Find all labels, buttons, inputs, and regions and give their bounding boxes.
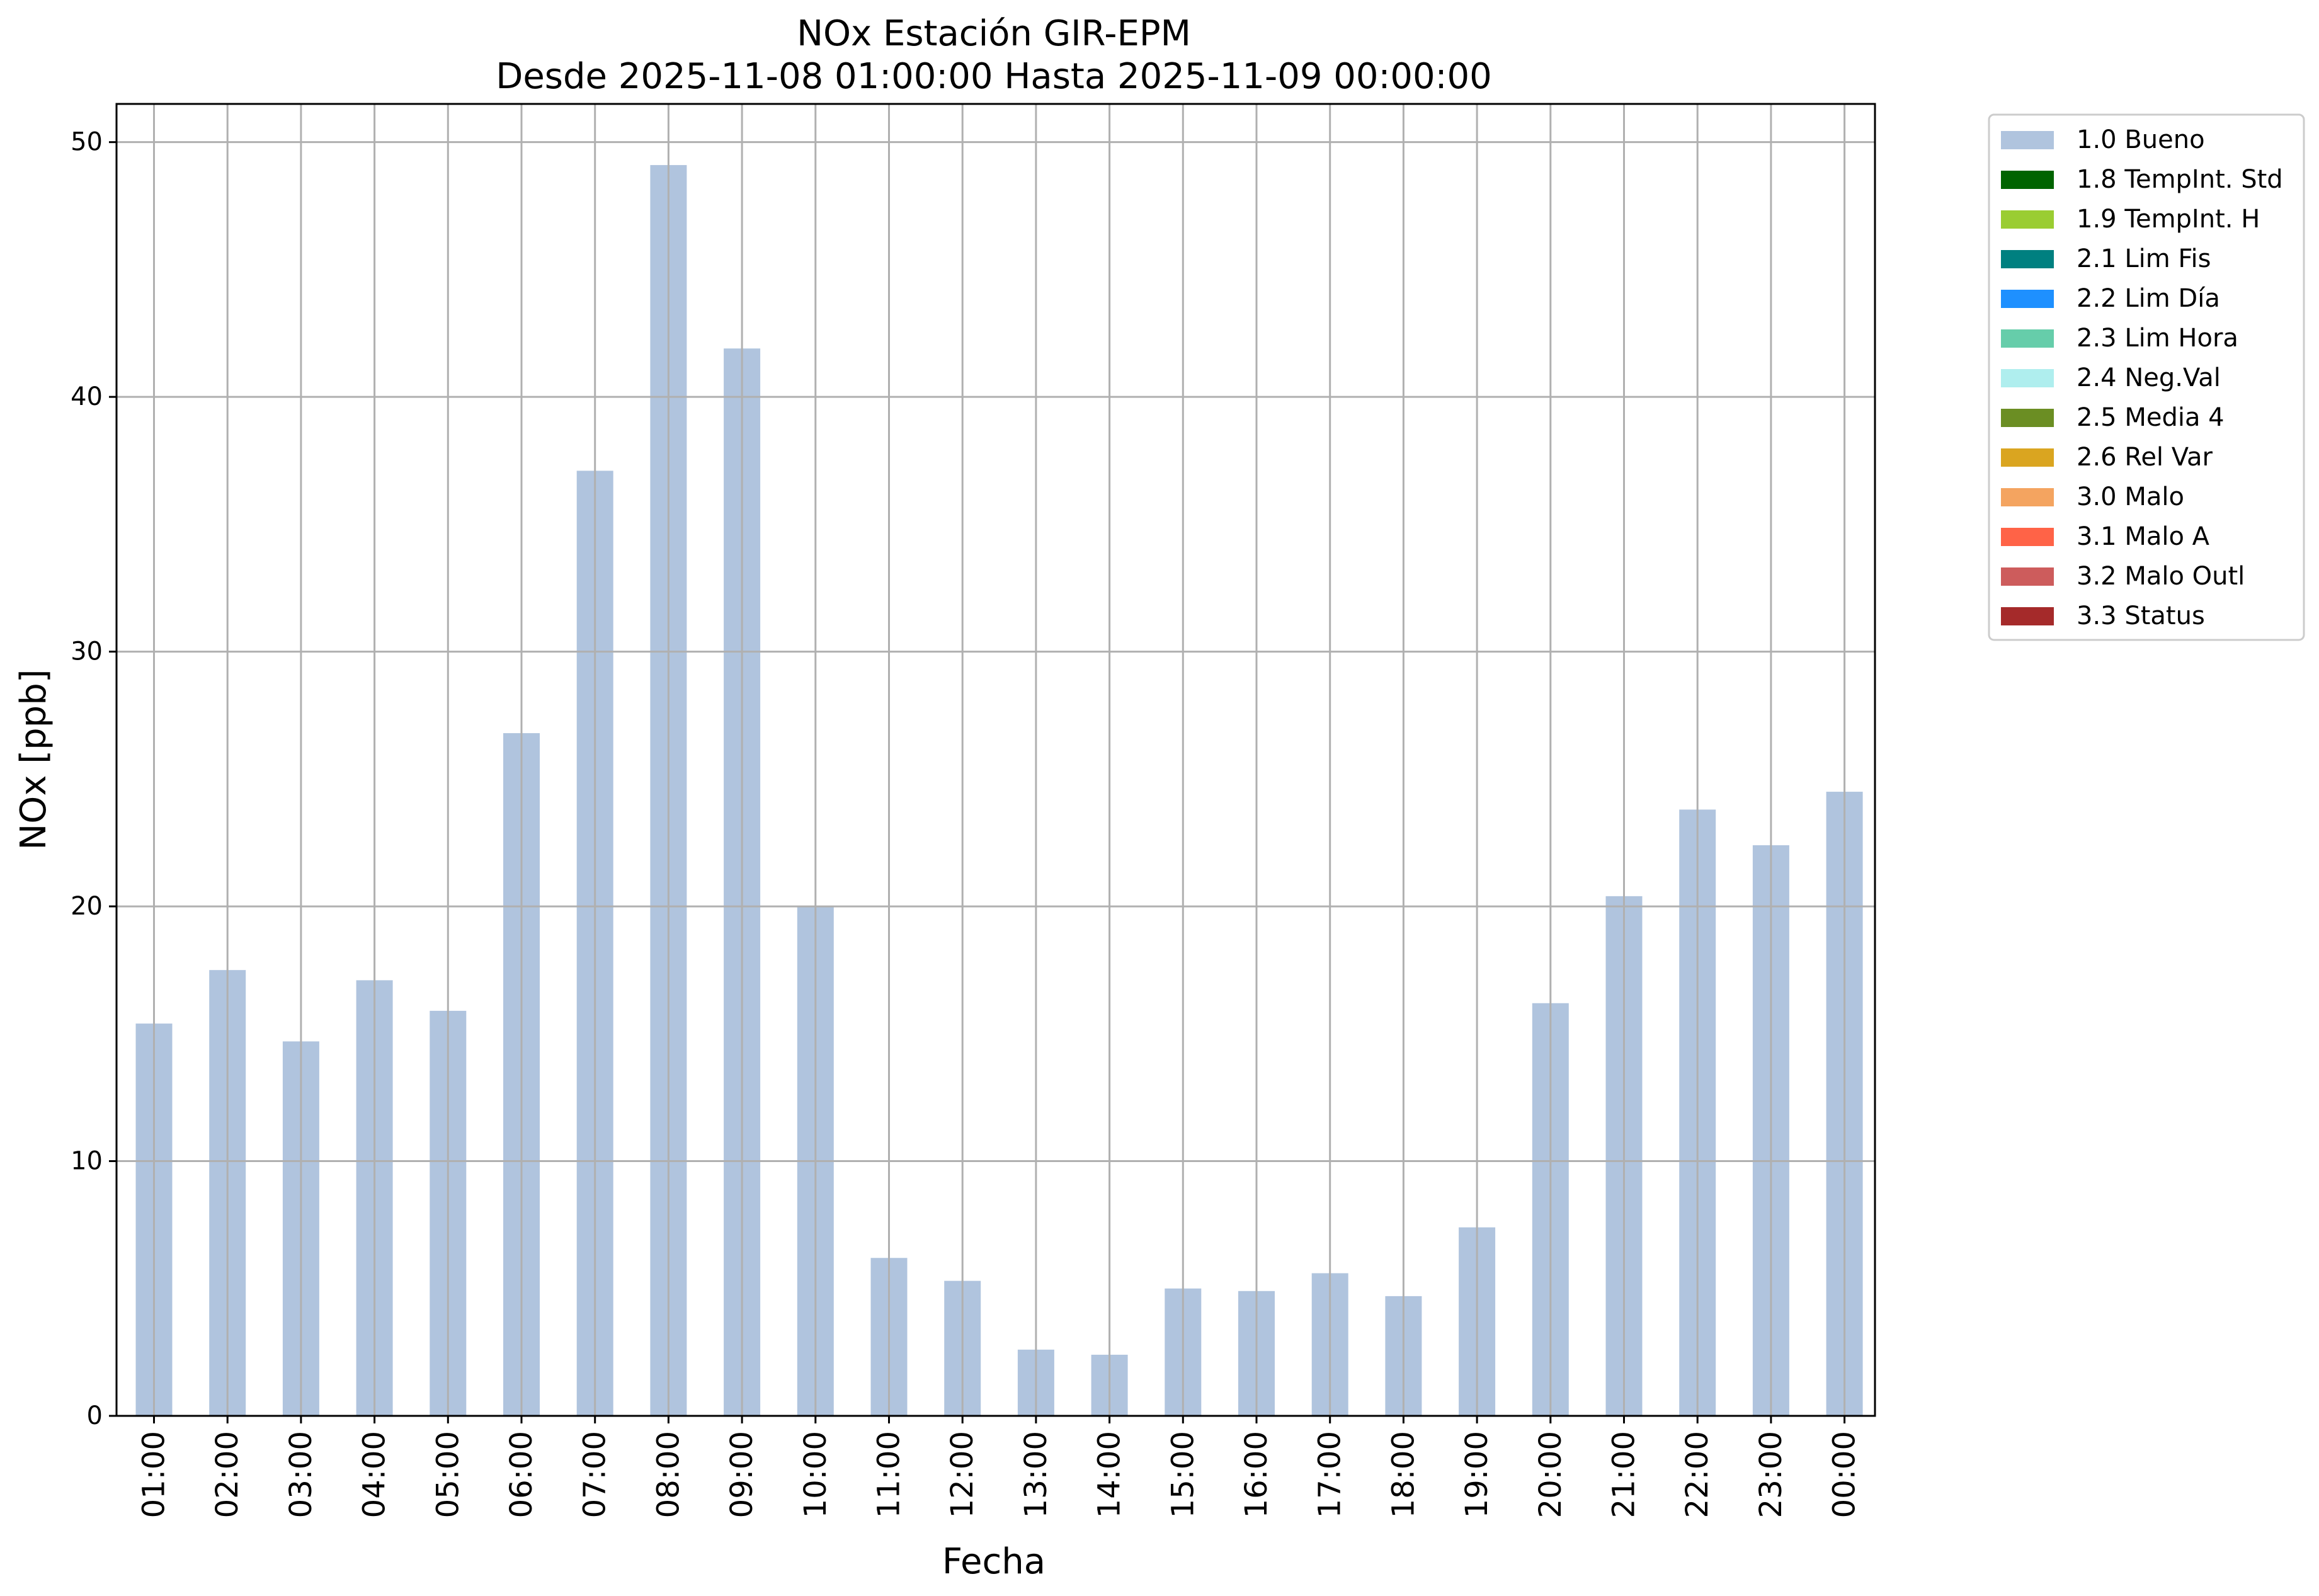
x-tick-label: 06:00 (504, 1431, 539, 1518)
x-tick-label: 04:00 (357, 1431, 392, 1518)
legend-swatch (2001, 448, 2054, 467)
y-axis-ticks: 0 10 20 30 40 50 (71, 128, 117, 1430)
legend: 1.0 Bueno 1.8 TempInt. Std 1.9 TempInt. H 2… (1988, 113, 2305, 641)
legend-items: 1.0 Bueno 1.8 TempInt. Std 1.9 TempInt. H 2… (2001, 125, 2283, 630)
x-tick-label: 05:00 (430, 1431, 465, 1518)
legend-label: 3.0 Malo (2077, 482, 2184, 511)
y-tick-label: 20 (71, 892, 103, 921)
legend-swatch (2001, 369, 2054, 387)
x-tick-label: 01:00 (137, 1431, 172, 1518)
legend-label: 1.0 Bueno (2077, 125, 2205, 154)
legend-label: 1.9 TempInt. H (2077, 205, 2260, 234)
legend-label: 2.4 Neg.Val (2077, 363, 2221, 392)
x-tick-label: 17:00 (1313, 1431, 1348, 1518)
x-tick-label: 11:00 (872, 1431, 907, 1518)
legend-label: 2.1 Lim Fis (2077, 244, 2211, 273)
x-tick-label: 23:00 (1753, 1431, 1789, 1518)
y-tick-label: 10 (71, 1147, 103, 1176)
y-tick-label: 40 (71, 382, 103, 411)
legend-label: 2.6 Rel Var (2077, 443, 2213, 472)
y-tick-label: 50 (71, 128, 103, 157)
chart-title: NOx Estación GIR-EPM (797, 13, 1191, 54)
legend-label: 3.2 Malo Outl (2077, 562, 2245, 591)
x-axis-label: Fecha (942, 1541, 1046, 1582)
legend-swatch (2001, 131, 2054, 149)
x-tick-label: 00:00 (1827, 1431, 1862, 1518)
x-tick-label: 19:00 (1459, 1431, 1495, 1518)
legend-swatch (2001, 171, 2054, 189)
x-tick-label: 21:00 (1607, 1431, 1642, 1518)
legend-label: 2.5 Media 4 (2077, 403, 2225, 432)
legend-label: 3.3 Status (2077, 601, 2205, 630)
chart-subtitle: Desde 2025-11-08 01:00:00 Hasta 2025-11-… (496, 56, 1492, 97)
legend-swatch (2001, 250, 2054, 268)
x-tick-label: 02:00 (210, 1431, 245, 1518)
x-tick-label: 09:00 (724, 1431, 760, 1518)
y-axis-label: NOx [ppb] (13, 669, 54, 850)
x-tick-label: 13:00 (1018, 1431, 1054, 1518)
x-tick-label: 14:00 (1092, 1431, 1127, 1518)
x-tick-label: 18:00 (1386, 1431, 1421, 1518)
y-tick-label: 0 (87, 1401, 103, 1430)
x-tick-label: 07:00 (578, 1431, 613, 1518)
plot-area: 0 10 20 30 40 50 01:00 02:00 03:00 04:00 05:00 06:… (71, 103, 1876, 1518)
legend-swatch (2001, 607, 2054, 625)
x-tick-label: 08:00 (651, 1431, 686, 1518)
x-tick-label: 22:00 (1680, 1431, 1715, 1518)
legend-box (1988, 113, 2305, 641)
x-tick-label: 20:00 (1533, 1431, 1568, 1518)
legend-label: 2.2 Lim Día (2077, 284, 2220, 313)
x-tick-label: 12:00 (945, 1431, 980, 1518)
plot-frame (115, 103, 1876, 1417)
legend-swatch (2001, 567, 2054, 586)
legend-swatch (2001, 290, 2054, 308)
x-tick-label: 03:00 (283, 1431, 319, 1518)
legend-swatch (2001, 409, 2054, 427)
x-axis-ticks: 01:00 02:00 03:00 04:00 05:00 06:00 07:00 08:00… (137, 1416, 1862, 1518)
legend-swatch (2001, 329, 2054, 348)
x-tick-label: 16:00 (1239, 1431, 1274, 1518)
y-tick-label: 30 (71, 637, 103, 666)
x-tick-label: 10:00 (798, 1431, 833, 1518)
legend-label: 1.8 TempInt. Std (2077, 165, 2283, 194)
legend-label: 2.3 Lim Hora (2077, 324, 2238, 353)
grid-lines (117, 104, 1875, 1417)
legend-label: 3.1 Malo A (2077, 522, 2210, 551)
legend-swatch (2001, 210, 2054, 229)
legend-swatch (2001, 528, 2054, 546)
x-tick-label: 15:00 (1165, 1431, 1200, 1518)
legend-swatch (2001, 488, 2054, 506)
